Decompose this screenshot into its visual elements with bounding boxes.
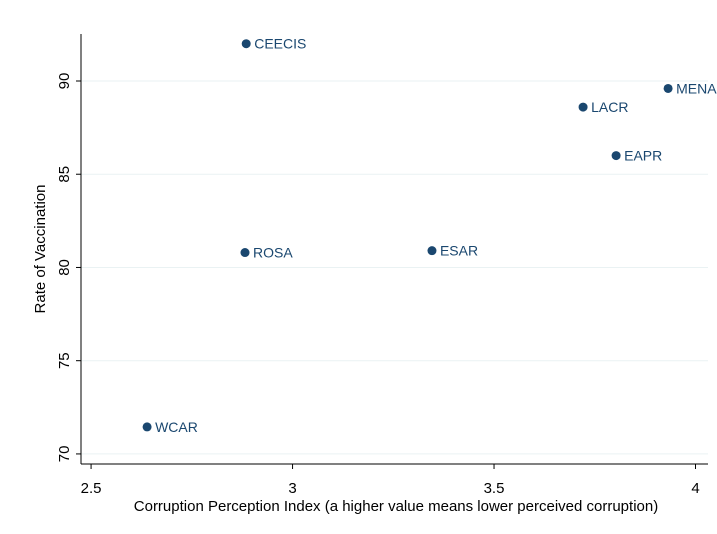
y-tick-label: 75 (56, 352, 73, 369)
y-tick-label: 90 (56, 73, 73, 90)
point (578, 102, 588, 112)
point (663, 83, 673, 93)
point-label: EAPR (624, 148, 662, 164)
x-axis-label: Corruption Perception Index (a higher va… (134, 498, 658, 515)
point-label: CEECIS (254, 36, 306, 52)
y-axis-label: Rate of Vaccination (32, 185, 49, 314)
point-label: ROSA (253, 245, 293, 261)
point-label: ESAR (440, 243, 478, 259)
point (241, 39, 251, 49)
y-tick-label: 70 (56, 446, 73, 463)
point-label: WCAR (155, 419, 198, 435)
x-tick-label: 3 (288, 480, 296, 497)
point (611, 151, 621, 161)
point-label: MENA (676, 80, 717, 96)
point (427, 246, 437, 256)
point (142, 422, 152, 432)
point-label: LACR (591, 99, 628, 115)
x-tick-label: 3.5 (484, 480, 505, 497)
x-tick-label: 4 (691, 480, 699, 497)
y-tick-label: 85 (56, 166, 73, 183)
y-tick-label: 80 (56, 259, 73, 276)
x-tick-label: 2.5 (81, 480, 102, 497)
point (240, 248, 250, 258)
